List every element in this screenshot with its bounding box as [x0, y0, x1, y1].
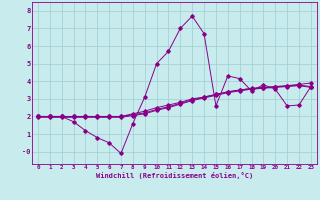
X-axis label: Windchill (Refroidissement éolien,°C): Windchill (Refroidissement éolien,°C) — [96, 172, 253, 179]
